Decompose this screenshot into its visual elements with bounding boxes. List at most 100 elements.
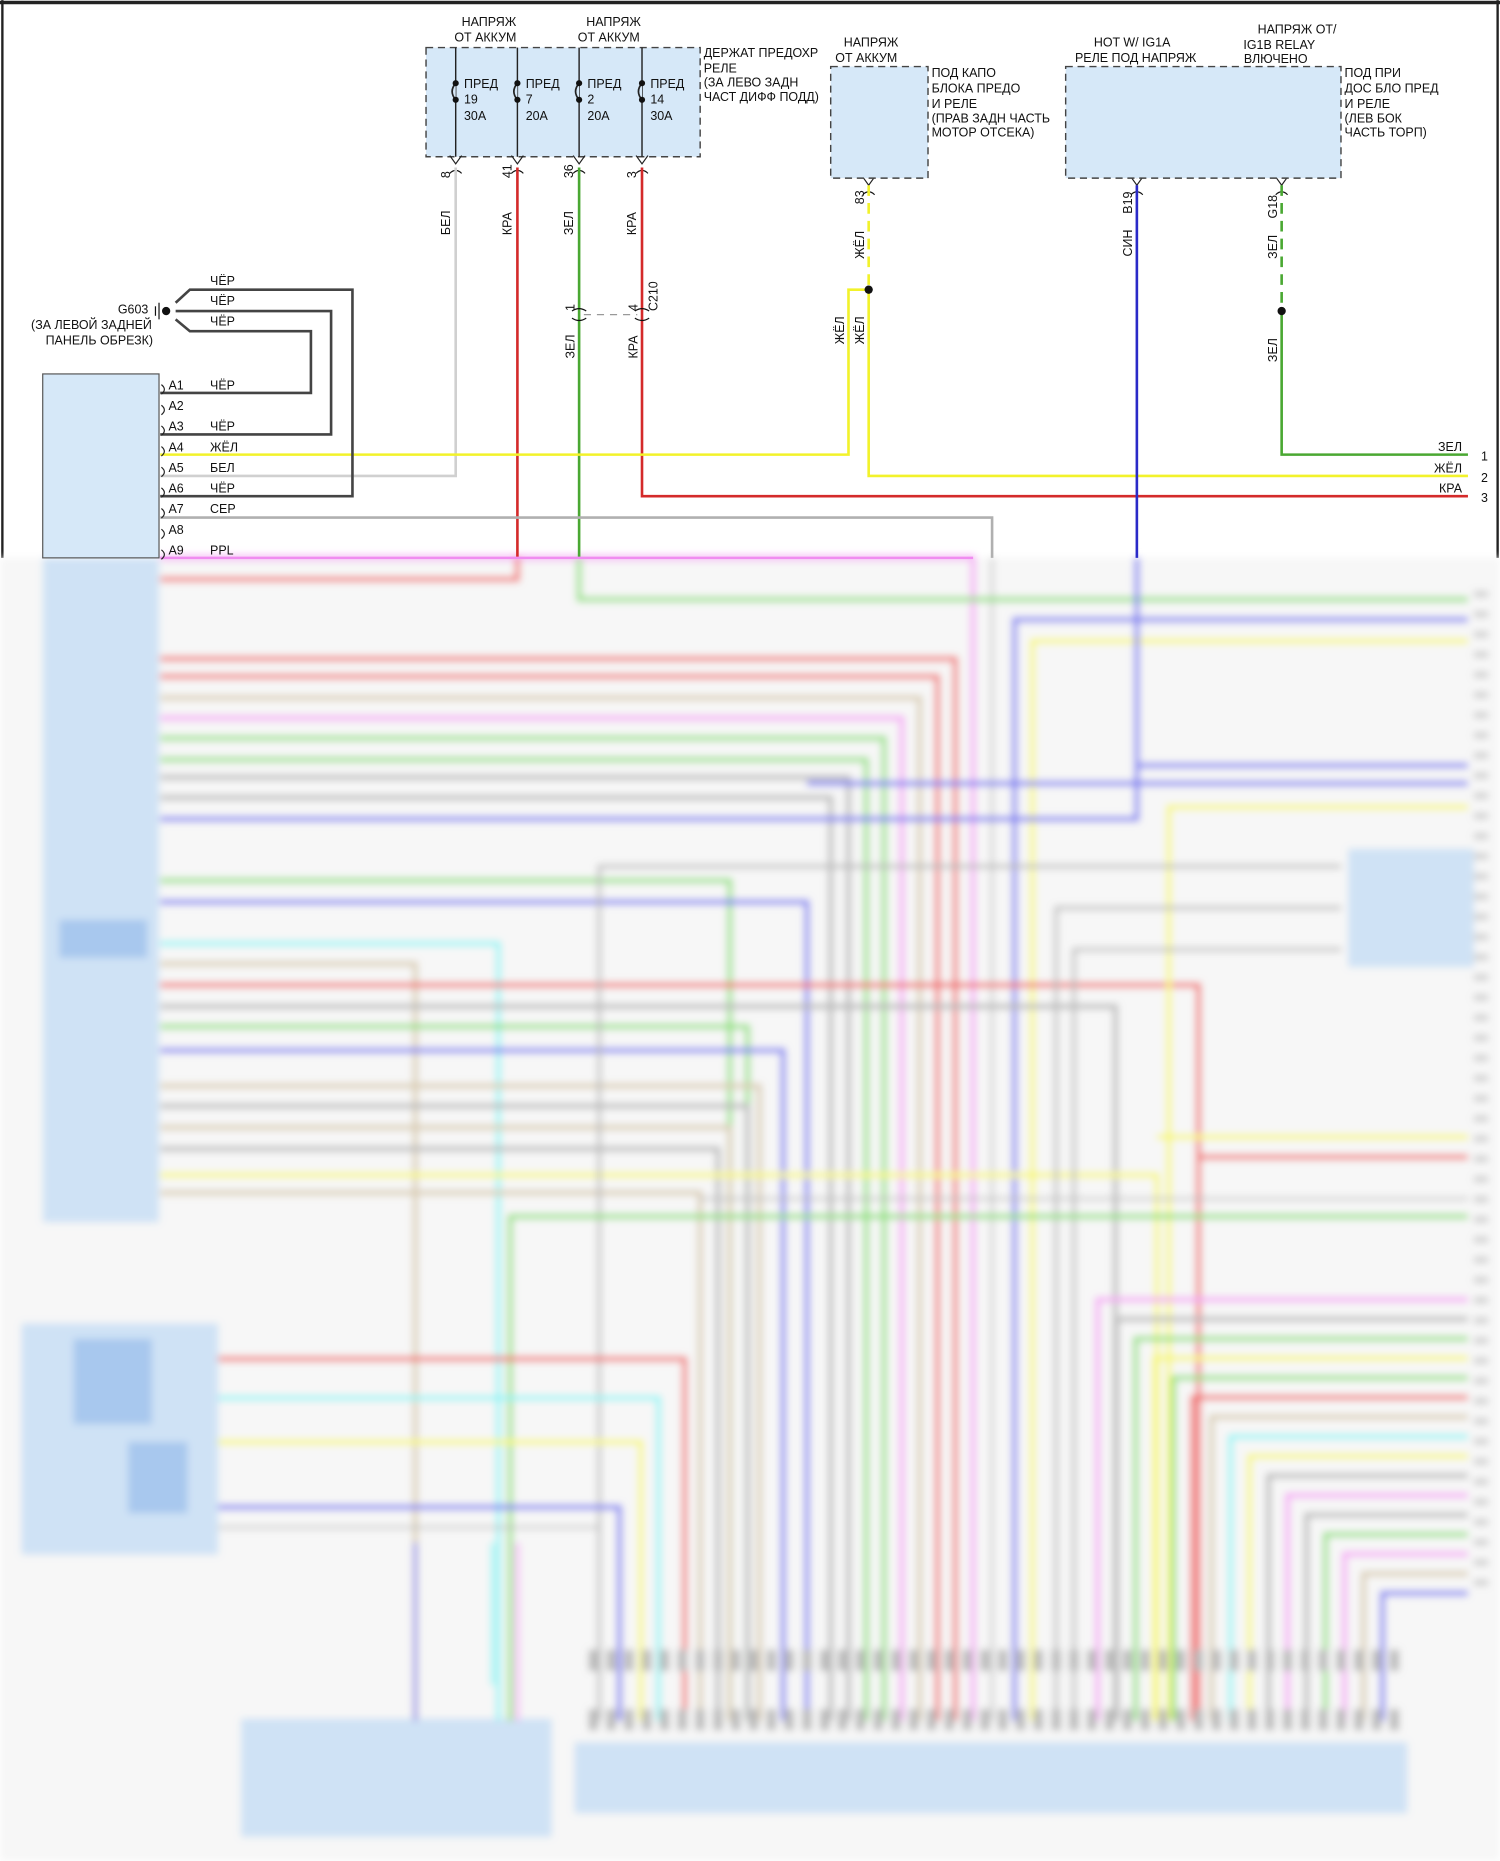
control-module	[42, 373, 160, 559]
supply-label: НАПРЯЖ ОТ/	[1258, 22, 1337, 36]
module-pin: A6 ЧЁР	[161, 482, 235, 498]
svg-text:ЧЁР: ЧЁР	[210, 314, 235, 328]
connector-c210: 1 4 C210 ЗЕЛ КРА	[563, 281, 660, 358]
svg-text:20A: 20A	[587, 109, 610, 123]
svg-text:PPL: PPL	[210, 544, 234, 558]
fuse-box-2-location: ПОД КАПО БЛОКА ПРЕДО И РЕЛЕ (ПРАВ ЗАДН Ч…	[932, 66, 1050, 139]
wire-label: 36	[562, 164, 576, 178]
supply-label: ОТ АККУМ	[454, 31, 516, 45]
svg-text:4: 4	[626, 304, 640, 311]
right-connector: ЗЕЛ ЖЁЛ КРА 1 2 3	[1434, 440, 1488, 505]
svg-text:ПОД КАПО: ПОД КАПО	[932, 66, 997, 80]
svg-text:ЧЁР: ЧЁР	[210, 294, 235, 308]
svg-text:ДОС БЛО ПРЕД: ДОС БЛО ПРЕД	[1345, 82, 1440, 96]
supply-label: ВЛЮЧЕНО	[1244, 52, 1308, 66]
svg-text:7: 7	[526, 92, 533, 106]
svg-text:C210: C210	[646, 281, 660, 311]
svg-text:A2: A2	[169, 399, 184, 413]
supply-label: HOT W/ IG1A	[1094, 35, 1171, 49]
wire-label: КРА	[625, 211, 639, 235]
wire-label: B19	[1121, 191, 1135, 213]
wire-label: ЗЕЛ	[562, 211, 576, 235]
supply-label: РЕЛЕ ПОД НАПРЯЖ	[1075, 51, 1197, 65]
svg-text:1: 1	[563, 304, 577, 311]
svg-text:A5: A5	[169, 461, 184, 475]
module-pin: A5 БЕЛ	[161, 461, 235, 478]
svg-text:A1: A1	[169, 378, 184, 392]
fuse-box-1-location: ДЕРЖАТ ПРЕДОХР РЕЛЕ (ЗА ЛЕВО ЗАДН ЧАСТ Д…	[704, 46, 819, 104]
svg-text:ЗЕЛ: ЗЕЛ	[563, 334, 577, 358]
wires-top	[160, 167, 1468, 560]
wire-label: ЗЕЛ	[1266, 235, 1280, 259]
splice-wire-label: ЖЁЛ	[833, 316, 847, 344]
svg-text:СЕР: СЕР	[210, 502, 236, 516]
svg-text:МОТОР ОТСЕКА): МОТОР ОТСЕКА)	[932, 126, 1035, 140]
ground-g603: G603 (ЗА ЛЕВОЙ ЗАДНЕЙ ПАНЕЛЬ ОБРЕЗК) ЧЁР…	[31, 274, 235, 347]
svg-text:ПРЕД: ПРЕД	[650, 77, 685, 91]
svg-text:ЧАСТЬ ТОРП): ЧАСТЬ ТОРП)	[1345, 126, 1427, 140]
supply-label: НАПРЯЖ	[586, 15, 641, 29]
svg-text:ПРЕД: ПРЕД	[526, 77, 561, 91]
svg-text:2: 2	[587, 92, 594, 106]
svg-text:ЧЁР: ЧЁР	[210, 420, 235, 434]
wire-label: 8	[439, 171, 453, 178]
supply-label: ОТ АККУМ	[578, 31, 640, 45]
svg-text:A3: A3	[169, 420, 184, 434]
svg-text:30A: 30A	[464, 109, 487, 123]
module-pin: A2	[161, 399, 184, 416]
wire-label: 83	[853, 190, 867, 204]
wire-label: СИН	[1121, 230, 1135, 257]
svg-text:A9: A9	[169, 544, 184, 558]
module-pin: A4 ЖЁЛ	[161, 440, 238, 457]
svg-text:ЗЕЛ: ЗЕЛ	[1438, 440, 1462, 454]
module-pin: A9 PPL	[161, 544, 234, 560]
svg-text:КРА: КРА	[626, 335, 640, 359]
svg-text:G603: G603	[118, 302, 149, 316]
svg-text:РЕЛЕ: РЕЛЕ	[704, 62, 737, 76]
svg-text:3: 3	[1481, 491, 1488, 505]
svg-text:14: 14	[650, 92, 664, 106]
svg-text:A7: A7	[169, 502, 184, 516]
wire-label: 41	[500, 164, 514, 178]
svg-text:19: 19	[464, 92, 478, 106]
svg-text:ПРЕД: ПРЕД	[587, 77, 622, 91]
svg-text:ПАНЕЛЬ ОБРЕЗК): ПАНЕЛЬ ОБРЕЗК)	[46, 333, 153, 347]
svg-text:(ЛЕВ БОК: (ЛЕВ БОК	[1345, 111, 1403, 125]
module-pin: A3 ЧЁР	[161, 420, 235, 436]
svg-text:(ЗА ЛЕВОЙ ЗАДНЕЙ: (ЗА ЛЕВОЙ ЗАДНЕЙ	[31, 317, 152, 332]
svg-text:A4: A4	[169, 440, 184, 454]
svg-text:КРА: КРА	[1439, 482, 1463, 496]
supply-label: ОТ АККУМ	[835, 51, 897, 65]
wire-label: ЖЁЛ	[853, 231, 867, 259]
svg-text:2: 2	[1481, 471, 1488, 485]
svg-text:ПРЕД: ПРЕД	[464, 77, 499, 91]
fuse-relay-box-rear	[425, 46, 701, 158]
svg-text:И РЕЛЕ: И РЕЛЕ	[1345, 97, 1391, 111]
svg-text:ЖЁЛ: ЖЁЛ	[1434, 461, 1462, 475]
wire-label: G18	[1266, 195, 1280, 219]
svg-text:ЧЁР: ЧЁР	[210, 482, 235, 496]
svg-text:ДЕРЖАТ ПРЕДОХР: ДЕРЖАТ ПРЕДОХР	[704, 46, 819, 60]
svg-text:ЧАСТ ДИФФ ПОДД): ЧАСТ ДИФФ ПОДД)	[704, 90, 819, 104]
svg-text:ЧЁР: ЧЁР	[210, 274, 235, 288]
instrument-panel-fuse-box	[1064, 65, 1342, 179]
svg-text:(ПРАВ ЗАДН ЧАСТЬ: (ПРАВ ЗАДН ЧАСТЬ	[932, 111, 1050, 125]
svg-text:БЛОКА ПРЕДО: БЛОКА ПРЕДО	[932, 82, 1021, 96]
svg-text:И РЕЛЕ: И РЕЛЕ	[932, 97, 978, 111]
supply-label: НАПРЯЖ	[844, 35, 899, 49]
svg-text:A8: A8	[169, 523, 184, 537]
svg-text:30A: 30A	[650, 109, 673, 123]
svg-text:(ЗА ЛЕВО ЗАДН: (ЗА ЛЕВО ЗАДН	[704, 76, 799, 90]
svg-text:БЕЛ: БЕЛ	[210, 461, 235, 475]
underhood-fuse-box	[829, 65, 929, 179]
svg-text:ЧЁР: ЧЁР	[210, 378, 235, 392]
module-pin: A7 СЕР	[161, 502, 236, 519]
wire-label: КРА	[500, 211, 514, 235]
supply-label: IG1B RELAY	[1243, 38, 1315, 52]
splice-wire-label: ЗЕЛ	[1266, 338, 1280, 362]
svg-text:ЖЁЛ: ЖЁЛ	[210, 440, 238, 454]
